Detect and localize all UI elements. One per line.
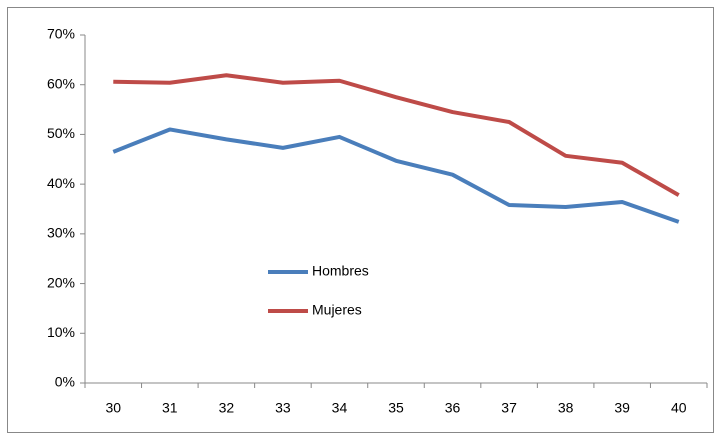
y-tick-label: 30% xyxy=(47,225,75,241)
y-tick-label: 50% xyxy=(47,125,75,141)
x-tick-label: 35 xyxy=(388,400,404,416)
x-tick-label: 30 xyxy=(105,400,121,416)
legend-label: Mujeres xyxy=(312,302,362,318)
y-tick-label: 0% xyxy=(55,374,75,390)
series-line xyxy=(112,127,680,224)
x-tick-label: 38 xyxy=(558,400,574,416)
x-tick-label: 36 xyxy=(445,400,461,416)
x-tick-label: 34 xyxy=(332,400,348,416)
legend-label: Hombres xyxy=(312,263,369,279)
x-tick-label: 31 xyxy=(162,400,178,416)
y-tick-label: 20% xyxy=(47,274,75,290)
y-tick-label: 60% xyxy=(47,75,75,91)
series-line xyxy=(113,73,680,197)
y-tick-label: 10% xyxy=(47,324,75,340)
x-tick-label: 39 xyxy=(614,400,630,416)
x-tick-label: 33 xyxy=(275,400,291,416)
x-tick-label: 32 xyxy=(219,400,235,416)
chart-border xyxy=(7,7,714,433)
y-tick-label: 70% xyxy=(47,26,75,42)
x-tick-label: 37 xyxy=(501,400,517,416)
x-tick-label: 40 xyxy=(671,400,687,416)
y-tick-label: 40% xyxy=(47,175,75,191)
